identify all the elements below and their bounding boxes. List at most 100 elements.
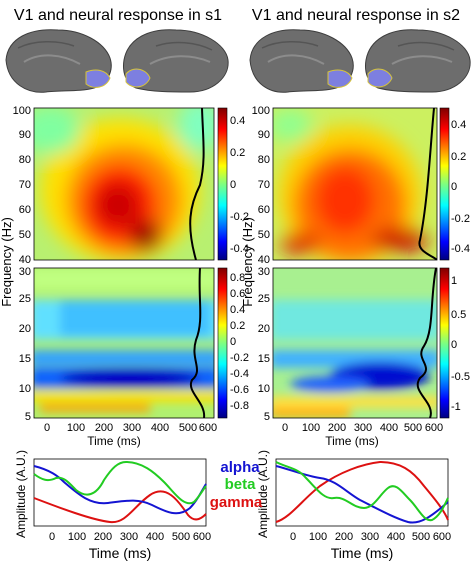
- cbar-label: -0.2: [230, 352, 249, 364]
- time-tick: 0: [282, 422, 288, 434]
- time-tick: 200: [95, 422, 113, 434]
- time-tick: 600: [425, 422, 443, 434]
- freq-tick: 60: [258, 204, 270, 216]
- freq-tick: 60: [19, 204, 31, 216]
- brain-s2-right-hemisphere: [365, 29, 471, 93]
- cbar-label: -0.8: [230, 400, 249, 412]
- freq-tick: 10: [258, 383, 270, 395]
- freq-tick: 90: [258, 129, 270, 141]
- frame-s2-high: [272, 107, 438, 261]
- freq-tick: 40: [19, 254, 31, 266]
- brain-s1-right-hemisphere: [123, 29, 229, 93]
- time-tick: 600: [199, 422, 217, 434]
- cbar-label: -1: [451, 401, 461, 413]
- cbar-label: 0.5: [451, 309, 466, 321]
- freq-tick: 20: [19, 323, 31, 335]
- freq-tick: 15: [258, 353, 270, 365]
- freq-tick: 100: [13, 105, 31, 117]
- cbar-label: -0.4: [451, 243, 470, 255]
- time-tick: 100: [67, 422, 85, 434]
- freq-tick: 80: [258, 154, 270, 166]
- time-tick: 500: [179, 422, 197, 434]
- freq-tick: 70: [19, 179, 31, 191]
- cbar-label: 0.2: [451, 151, 466, 163]
- freq-tick: 30: [258, 266, 270, 278]
- time-tick: 0: [44, 422, 50, 434]
- cbar-label: -0.5: [451, 371, 470, 383]
- time-tick: 0: [49, 531, 55, 543]
- freq-tick: 25: [19, 293, 31, 305]
- cbar-label: -0.4: [230, 368, 249, 380]
- amplitude-axis-label-s1: Amplitude (A.U.): [14, 450, 28, 538]
- time-tick: 600: [433, 531, 451, 543]
- time-tick: 300: [120, 531, 138, 543]
- freq-tick: 90: [19, 129, 31, 141]
- freq-tick: 50: [19, 229, 31, 241]
- time-tick: 100: [302, 422, 320, 434]
- time-tick: 400: [151, 422, 169, 434]
- legend-alpha: alpha: [220, 459, 260, 476]
- alpha-trace-s1: [33, 465, 207, 515]
- title-s1: V1 and neural response in s1: [14, 7, 222, 24]
- heatmap-s1-high-frequency: [34, 108, 214, 260]
- freq-tick: 20: [258, 323, 270, 335]
- amplitude-plot-s2: [275, 458, 449, 527]
- freq-tick: 70: [258, 179, 270, 191]
- amplitude-plot-s1: [33, 458, 207, 527]
- time-tick: 500: [412, 531, 430, 543]
- time-axis-label-s1-heatmap: Time (ms): [87, 434, 141, 448]
- colorbar-s2-high: [439, 107, 450, 261]
- time-tick: 500: [172, 531, 190, 543]
- cbar-label: 0: [451, 181, 457, 193]
- freq-tick: 40: [258, 254, 270, 266]
- freq-tick: 100: [252, 105, 270, 117]
- legend-gamma: gamma: [210, 494, 263, 511]
- time-tick: 500: [404, 422, 422, 434]
- cbar-label: 0.2: [230, 147, 245, 159]
- frame-s2-low: [272, 267, 438, 419]
- freq-tick: 5: [25, 411, 31, 423]
- cbar-label: 0: [230, 179, 236, 191]
- freq-tick: 80: [19, 154, 31, 166]
- frequency-axis-label-s2: Frequency (Hz): [240, 217, 255, 307]
- cbar-label: 0.2: [230, 320, 245, 332]
- freq-tick: 5: [264, 411, 270, 423]
- time-axis-label-s1-amplitude: Time (ms): [89, 545, 151, 561]
- cbar-label: 0: [230, 336, 236, 348]
- colorbar-s1-low: [217, 267, 228, 419]
- cbar-label: -0.6: [230, 384, 249, 396]
- frame-s1-high: [33, 107, 215, 261]
- time-tick: 300: [361, 531, 379, 543]
- time-tick: 100: [309, 531, 327, 543]
- cbar-label: 1: [451, 275, 457, 287]
- time-tick: 200: [335, 531, 353, 543]
- brain-s2-left-hemisphere: [249, 29, 354, 93]
- cbar-label: -0.2: [230, 211, 249, 223]
- time-tick: 300: [354, 422, 372, 434]
- time-tick: 100: [68, 531, 86, 543]
- gamma-trace-s2: [275, 460, 449, 523]
- heatmap-s2-low-frequency: [273, 268, 437, 418]
- heatmap-s2-high-frequency: [273, 108, 437, 260]
- freq-tick: 50: [258, 229, 270, 241]
- cbar-label: 0.8: [230, 272, 245, 284]
- time-tick: 400: [380, 422, 398, 434]
- cbar-label: 0.4: [451, 119, 466, 131]
- frequency-axis-label-s1: Frequency (Hz): [0, 217, 14, 307]
- amplitude-axis-label-s2: Amplitude (A.U.): [256, 450, 270, 538]
- time-axis-label-s2-amplitude: Time (ms): [331, 545, 393, 561]
- gamma-trace-s1: [33, 490, 207, 524]
- time-tick: 0: [290, 531, 296, 543]
- freq-tick: 30: [19, 266, 31, 278]
- time-tick: 400: [387, 531, 405, 543]
- colorbar-s2-low: [439, 267, 450, 419]
- title-s2: V1 and neural response in s2: [252, 7, 460, 24]
- freq-tick: 10: [19, 383, 31, 395]
- colorbar-s1-high: [217, 107, 228, 261]
- heatmap-s1-low-frequency: [34, 268, 214, 418]
- legend-beta: beta: [225, 476, 257, 493]
- freq-tick: 25: [258, 293, 270, 305]
- time-tick: 300: [123, 422, 141, 434]
- cbar-label: -0.4: [230, 243, 249, 255]
